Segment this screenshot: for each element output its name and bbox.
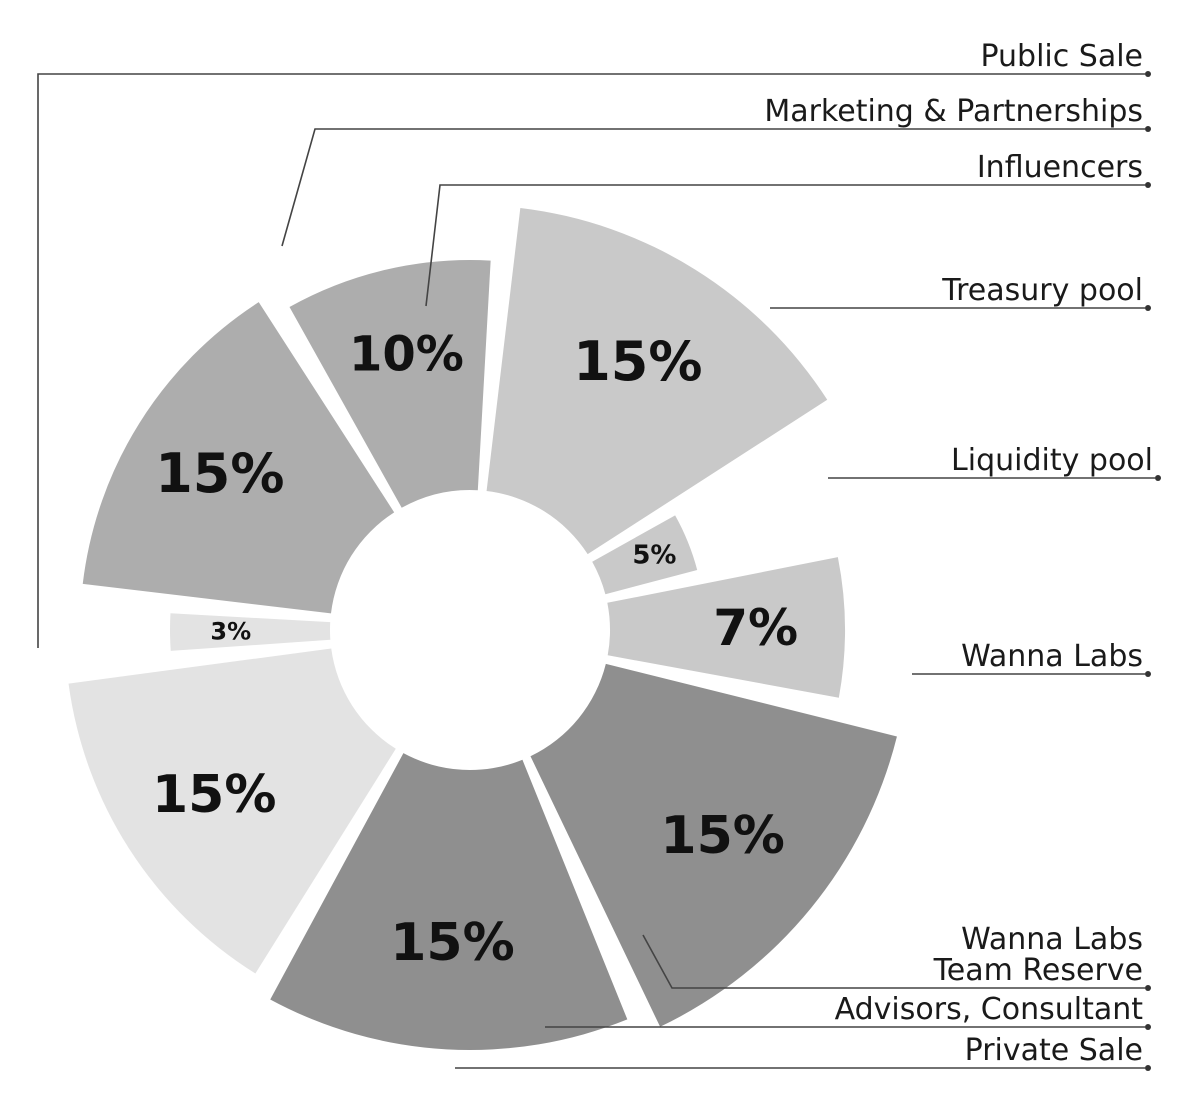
percent-label: 15% [152, 765, 276, 825]
percent-label: 10% [349, 327, 464, 383]
leader-dot [1145, 671, 1151, 677]
leader-dot [1155, 475, 1161, 481]
percent-label: 15% [660, 806, 784, 866]
legend-label: Public Sale [980, 39, 1143, 74]
legend-label: Advisors, Consultant [835, 992, 1144, 1027]
slice-wanna-labs-team-reserve [592, 515, 698, 595]
slice-wanna-labs [486, 207, 828, 555]
percent-label: 5% [632, 540, 676, 570]
percent-label: 3% [210, 618, 251, 646]
slice-influencers [170, 613, 331, 651]
percent-labels-group: 15% 10% 15% 5% 7% 15% 15% 15% 3% [152, 327, 798, 973]
slice-marketing-partnerships [68, 648, 396, 974]
leader-dot [1145, 305, 1151, 311]
legend-label: Private Sale [965, 1033, 1143, 1068]
percent-label: 15% [390, 913, 514, 973]
leader-line [642, 934, 1145, 989]
percent-label: 15% [573, 330, 702, 393]
legend-label: Wanna Labs [961, 639, 1143, 674]
leader-dot [1145, 182, 1151, 188]
leader-line [425, 184, 1145, 307]
leader-dot [1145, 126, 1151, 132]
legend-label: Influencers [977, 150, 1143, 185]
slice-public-sale [270, 753, 628, 1051]
legend-label: Liquidity pool [951, 443, 1153, 478]
legend-label: Treasury pool [941, 273, 1143, 308]
leader-line [281, 128, 1145, 247]
legend-group: Treasury pool Liquidity pool Wanna Labs Wan… [764, 39, 1153, 1068]
leader-dot [1145, 1024, 1151, 1030]
slices-group [68, 207, 897, 1051]
leader-dot [1145, 71, 1151, 77]
legend-label: Team Reserve [933, 953, 1143, 988]
legend-label: Wanna Labs [961, 922, 1143, 957]
percent-label: 15% [155, 442, 284, 505]
slice-liquidity-pool [289, 260, 491, 508]
slice-private-sale [530, 663, 897, 1027]
percent-label: 7% [713, 599, 798, 657]
leader-lines-group [37, 71, 1161, 1071]
leader-dot [1145, 1065, 1151, 1071]
leader-dot [1145, 985, 1151, 991]
legend-label: Marketing & Partnerships [764, 94, 1143, 129]
slice-treasury-pool [82, 302, 395, 614]
leader-line [37, 73, 1145, 648]
slice-advisors-consultant [607, 557, 845, 698]
